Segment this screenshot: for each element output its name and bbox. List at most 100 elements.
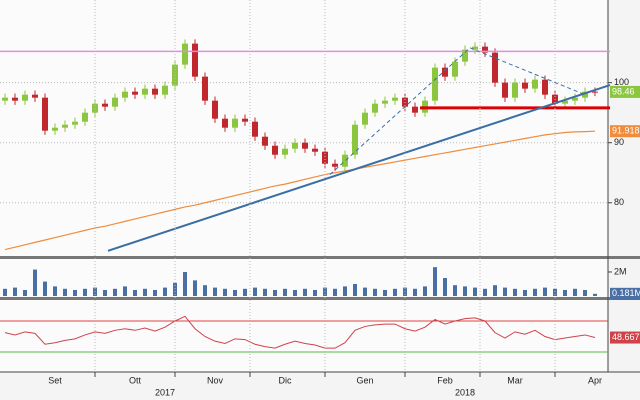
candle-body xyxy=(532,79,538,89)
candle-body xyxy=(22,94,28,101)
candle-body xyxy=(242,118,248,122)
y-tick-label: 2M xyxy=(614,266,627,276)
x-tick-label: Dic xyxy=(279,375,292,385)
volume-bar xyxy=(253,287,257,296)
candle-body xyxy=(62,124,68,128)
volume-bar xyxy=(143,288,147,296)
volume-bar xyxy=(73,289,77,296)
volume-bar xyxy=(473,287,477,296)
volume-bar xyxy=(533,288,537,296)
candle-body xyxy=(332,163,338,167)
volume-bar xyxy=(263,288,267,296)
rsi-line xyxy=(4,315,596,349)
volume-bar xyxy=(203,285,207,296)
volume-bar xyxy=(63,288,67,296)
volume-bar xyxy=(563,289,567,296)
x-tick-label: Mar xyxy=(507,375,523,385)
volume-bar xyxy=(273,289,277,296)
volume-bar xyxy=(13,287,17,296)
candle-body xyxy=(362,112,368,125)
volume-bar xyxy=(423,286,427,296)
x-tick-label: Apr xyxy=(588,375,602,385)
candle-body xyxy=(412,106,418,113)
candle-body xyxy=(272,145,278,155)
last-volume-label-box xyxy=(610,287,640,300)
x-tick-label: Nov xyxy=(207,375,224,385)
volume-bar xyxy=(413,288,417,296)
last-rsi-label-box xyxy=(610,331,640,344)
candle-body xyxy=(372,103,378,113)
volume-bar xyxy=(193,280,197,296)
volume-bar xyxy=(443,277,447,296)
x-tick-label: Gen xyxy=(356,375,373,385)
candle-body xyxy=(382,100,388,104)
volume-bar xyxy=(173,282,177,296)
volume-bar xyxy=(23,289,27,296)
panel-separator xyxy=(0,256,640,259)
volume-bar xyxy=(3,288,7,296)
candle-body xyxy=(522,82,528,89)
candle-body xyxy=(492,52,498,83)
candle-body xyxy=(142,88,148,95)
candle-body xyxy=(212,100,218,119)
volume-bar xyxy=(233,289,237,296)
volume-bar xyxy=(103,289,107,296)
candle-body xyxy=(452,61,458,77)
last-rsi-label: 48.6677 xyxy=(612,332,640,342)
volume-bar xyxy=(573,288,577,296)
volume-bar xyxy=(43,281,47,296)
volume-bar xyxy=(293,289,297,296)
candle-body xyxy=(262,136,268,146)
candle-body xyxy=(182,43,188,65)
candle-body xyxy=(322,151,328,164)
volume-bar xyxy=(113,288,117,296)
candle-body xyxy=(392,97,398,101)
candle-body xyxy=(342,154,348,167)
candle-body xyxy=(312,148,318,152)
volume-bar xyxy=(483,288,487,296)
candle-body xyxy=(162,85,168,95)
candle-body xyxy=(562,100,568,104)
candle-body xyxy=(462,49,468,62)
volume-bar xyxy=(373,288,377,296)
volume-bar xyxy=(243,288,247,296)
trend-line xyxy=(329,47,471,175)
volume-bar xyxy=(303,288,307,296)
volume-bar xyxy=(163,287,167,296)
last-price-label: 98.46 xyxy=(612,86,635,96)
candle-body xyxy=(192,43,198,77)
volume-bar xyxy=(353,283,357,296)
volume-bar xyxy=(123,286,127,296)
candle-body xyxy=(72,121,78,125)
volume-bar xyxy=(363,287,367,296)
volume-bar xyxy=(583,289,587,296)
candle-body xyxy=(512,82,518,98)
candle-body xyxy=(282,148,288,155)
volume-bar xyxy=(593,293,597,296)
last-volume-label: 0.181M xyxy=(612,288,640,298)
x-tick-label: Ott xyxy=(129,375,142,385)
candle-body xyxy=(12,97,18,101)
candle-body xyxy=(122,91,128,98)
volume-bar xyxy=(213,287,217,296)
volume-bar xyxy=(393,288,397,296)
candle-body xyxy=(472,46,478,50)
candle-body xyxy=(352,124,358,155)
panel-separator xyxy=(0,297,640,300)
candle-body xyxy=(542,79,548,95)
candle-body xyxy=(42,97,48,131)
candle-body xyxy=(82,112,88,122)
candle-body xyxy=(252,121,258,137)
volume-bar xyxy=(53,286,57,296)
y-tick-label: 100 xyxy=(614,77,629,87)
moving-average xyxy=(4,130,596,251)
trend-line xyxy=(107,84,611,252)
volume-bar xyxy=(183,271,187,296)
candle-body xyxy=(202,76,208,101)
volume-bar xyxy=(463,286,467,296)
x-tick-label: Set xyxy=(48,375,62,385)
candle-body xyxy=(102,103,108,107)
candle-body xyxy=(592,91,598,93)
volume-bar xyxy=(223,288,227,296)
candle-body xyxy=(502,82,508,98)
